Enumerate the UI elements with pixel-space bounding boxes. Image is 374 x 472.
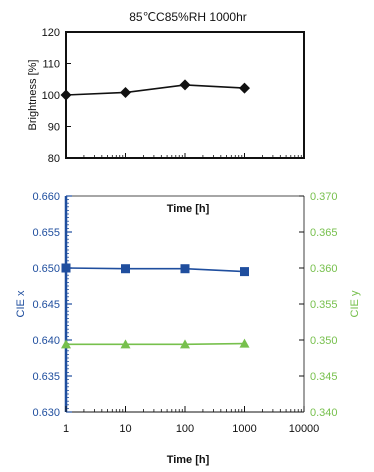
top-y-axis-label: Brightness [%] [27,60,39,131]
bottom-x-tick-label: 10000 [289,423,320,435]
top-y-tick-label: 110 [42,59,60,71]
cie-x-tick-label: 0.660 [32,191,60,203]
cie-y-point [180,339,190,349]
brightness-point [120,86,131,98]
bottom-x-tick-label: 1 [63,423,69,435]
cie-x-point [61,263,71,273]
bottom-x-tick-label: 10 [119,423,131,435]
top-y-tick-label: 90 [48,122,60,134]
brightness-series-line [65,84,245,96]
cie-y-series-line [66,342,245,346]
cie-x-tick-label: 0.655 [32,227,60,239]
cie-y-tick-label: 0.360 [310,263,338,275]
cie-y-axis-label: CIE y [349,290,361,317]
top-y-tick-label: 120 [42,27,60,39]
cie-x-tick-label: 0.650 [32,263,60,275]
cie-y-tick-label: 0.350 [310,335,338,347]
brightness-point [60,89,72,101]
cie-y-point [120,339,131,349]
bottom-x-tick-label: 100 [176,423,194,435]
cie-x-point [180,264,190,274]
brightness-point [179,79,191,91]
cie-x-tick-label: 0.630 [32,407,60,419]
cie-y-tick-label: 0.340 [310,407,338,419]
brightness-point [239,82,250,94]
cie-x-series-line [65,267,245,273]
cie-x-point [240,267,249,277]
cie-x-point [121,264,130,274]
cie-y-point [61,339,71,349]
chart-title: 85℃C85%RH 1000hr [129,10,247,24]
cie-x-tick-label: 0.635 [32,371,60,383]
bottom-x-axis-label: Time [h] [167,454,210,466]
cie-y-tick-label: 0.365 [310,227,338,239]
cie-x-tick-label: 0.640 [32,335,60,347]
cie-y-point [239,338,250,348]
cie-x-axis-label: CIE x [15,290,27,317]
top-y-tick-label: 100 [42,90,60,102]
bottom-x-tick-label: 1000 [232,423,256,435]
cie-x-tick-label: 0.645 [32,299,60,311]
cie-y-tick-label: 0.370 [310,191,338,203]
top-y-tick-label: 80 [48,153,60,165]
cie-y-tick-label: 0.355 [310,299,338,311]
cie-y-tick-label: 0.345 [310,371,338,383]
time-annotation: Time [h] [167,203,210,215]
top-plot-frame [65,31,305,159]
